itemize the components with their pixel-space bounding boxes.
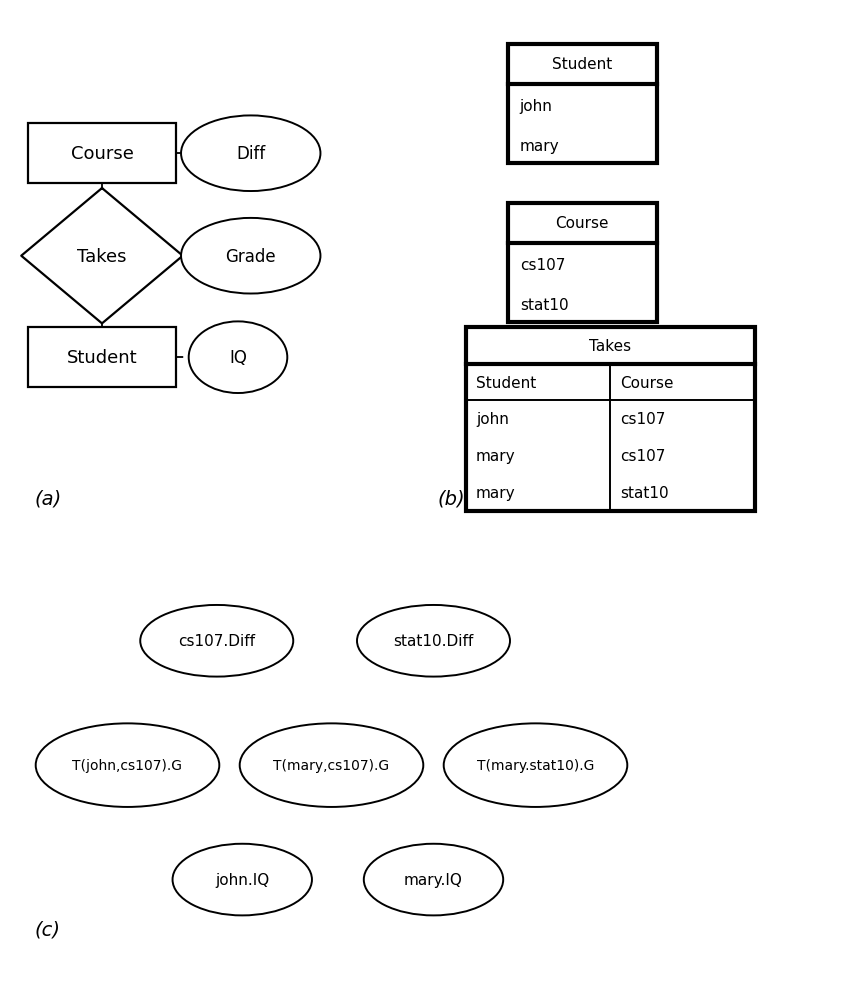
Text: IQ: IQ: [229, 349, 247, 367]
Bar: [507, 204, 656, 323]
Text: cs107: cs107: [620, 412, 666, 427]
Text: cs107.Diff: cs107.Diff: [178, 633, 255, 649]
Ellipse shape: [240, 724, 423, 807]
Text: cs107: cs107: [620, 448, 666, 464]
Text: john.IQ: john.IQ: [215, 872, 269, 888]
Ellipse shape: [444, 724, 627, 807]
Text: stat10.Diff: stat10.Diff: [394, 633, 473, 649]
Text: Course: Course: [71, 145, 133, 163]
Text: mary: mary: [520, 138, 559, 154]
Bar: [27, 328, 177, 388]
Text: Grade: Grade: [225, 248, 276, 265]
Text: Takes: Takes: [77, 248, 127, 265]
Text: (b): (b): [438, 489, 466, 509]
Text: T(john,cs107).G: T(john,cs107).G: [72, 758, 183, 772]
Bar: [466, 328, 755, 512]
Text: (a): (a): [34, 489, 61, 509]
Text: Takes: Takes: [589, 338, 632, 354]
Text: Student: Student: [66, 349, 138, 367]
Text: Course: Course: [620, 375, 674, 391]
Text: Course: Course: [556, 216, 609, 232]
Bar: [27, 124, 177, 184]
Ellipse shape: [181, 116, 320, 192]
Ellipse shape: [357, 605, 510, 677]
Text: T(mary,cs107).G: T(mary,cs107).G: [274, 758, 389, 772]
Text: mary.IQ: mary.IQ: [404, 872, 463, 888]
Ellipse shape: [140, 605, 293, 677]
Bar: [507, 45, 656, 164]
Text: stat10: stat10: [520, 297, 569, 313]
Text: mary: mary: [476, 448, 516, 464]
Ellipse shape: [364, 844, 503, 915]
Text: stat10: stat10: [620, 485, 669, 501]
Ellipse shape: [36, 724, 219, 807]
Ellipse shape: [173, 844, 312, 915]
Text: T(mary.stat10).G: T(mary.stat10).G: [477, 758, 594, 772]
Polygon shape: [21, 189, 183, 324]
Ellipse shape: [189, 322, 287, 394]
Ellipse shape: [181, 219, 320, 294]
Text: john: john: [476, 412, 509, 427]
Text: Student: Student: [552, 57, 612, 73]
Text: mary: mary: [476, 485, 516, 501]
Text: john: john: [520, 98, 553, 114]
Text: Diff: Diff: [236, 145, 265, 163]
Text: Student: Student: [476, 375, 536, 391]
Text: (c): (c): [34, 919, 60, 939]
Text: cs107: cs107: [520, 257, 565, 273]
